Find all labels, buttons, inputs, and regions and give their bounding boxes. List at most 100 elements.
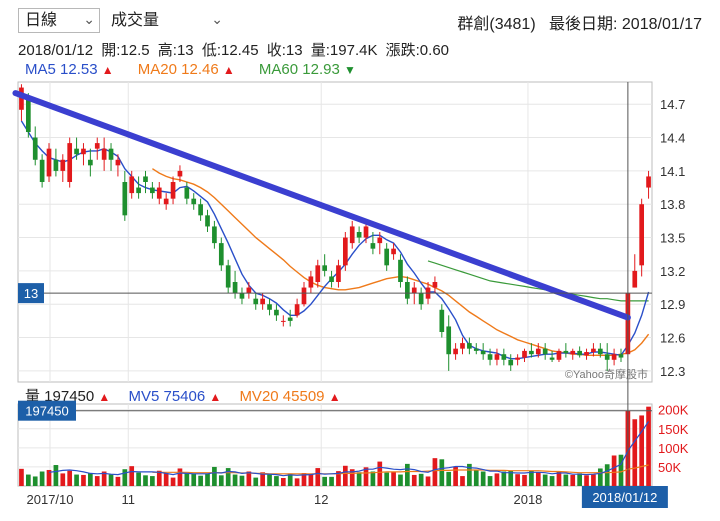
- price-tick-label: 13.2: [660, 264, 685, 279]
- volume-bar: [267, 474, 272, 486]
- candle-body: [549, 357, 555, 360]
- volume-tick-label: 100K: [658, 441, 689, 456]
- mv5-label: MV5 75406: [128, 388, 206, 405]
- candle-body: [253, 298, 259, 305]
- arrow-up-icon: ▲: [328, 390, 341, 404]
- candle-body: [529, 350, 534, 355]
- candle-body: [398, 259, 403, 282]
- volume-bar: [411, 474, 417, 486]
- price-tick-label: 13.5: [660, 231, 685, 246]
- candle-body: [25, 98, 31, 132]
- volume-bar: [535, 472, 541, 486]
- candle-body: [88, 159, 93, 166]
- crosshair-date-label: 2018/01/12: [592, 490, 657, 505]
- candle-body: [563, 350, 569, 354]
- candle-body: [446, 326, 452, 355]
- candle-body: [280, 320, 286, 322]
- candle-body: [570, 350, 576, 355]
- volume-bar: [446, 471, 452, 486]
- crosshair-volume-label: 197450: [25, 404, 68, 419]
- watermark: ©Yahoo奇摩股市: [565, 367, 648, 381]
- ohlc-date: 2018/01/12: [18, 42, 94, 59]
- volume-bar: [405, 463, 410, 486]
- candle-body: [467, 343, 472, 349]
- volume-bar: [156, 470, 162, 486]
- candle-body: [315, 265, 321, 282]
- ma5-label: MA5 12.53: [25, 61, 98, 78]
- candle-body: [170, 182, 176, 199]
- volume-bar: [501, 471, 507, 486]
- volume-bar: [487, 476, 493, 486]
- ma60-line: [427, 260, 649, 302]
- arrow-up-icon: ▲: [101, 63, 114, 77]
- candle-body: [639, 204, 645, 266]
- candle-body: [508, 359, 514, 366]
- volume-bar: [163, 473, 169, 486]
- candle-body: [81, 148, 86, 155]
- volume-bar: [522, 474, 527, 486]
- candle-body: [294, 304, 300, 316]
- volume-bar: [377, 461, 383, 486]
- volume-bar: [212, 466, 217, 486]
- candle-body: [212, 226, 217, 244]
- candle-body: [101, 148, 107, 160]
- volume-bar: [32, 476, 38, 486]
- candle-body: [267, 304, 272, 310]
- mv20-line: [152, 464, 649, 475]
- candle-body: [198, 204, 203, 216]
- candle-body: [405, 282, 410, 299]
- volume-bar: [473, 469, 479, 486]
- volume-bar: [218, 475, 224, 486]
- candle-body: [39, 159, 45, 182]
- volume-bar: [150, 476, 155, 486]
- volume-bar: [425, 476, 431, 486]
- stock-name: 群創(3481): [457, 16, 536, 33]
- volume-bar: [556, 471, 562, 486]
- volume-bar: [260, 472, 265, 486]
- volume-bar: [253, 477, 259, 486]
- candle-body: [60, 159, 66, 171]
- volume-bar: [67, 470, 73, 486]
- period-select[interactable]: 日線 ⌄: [18, 8, 100, 33]
- volume-bar: [287, 473, 293, 486]
- mv5-legend: MV5 75406 ▲: [128, 388, 221, 405]
- ohlc-readout: 2018/01/12 開:12.5 高:13 低:12.45 收:13 量:19…: [18, 39, 453, 60]
- candle-body: [618, 354, 624, 358]
- candle-body: [356, 232, 362, 238]
- volume-bar: [391, 472, 396, 486]
- arrow-up-icon: ▲: [98, 390, 111, 404]
- crosshair-date-tag: [581, 486, 668, 508]
- volume-bar: [129, 466, 135, 486]
- candle-body: [384, 248, 390, 266]
- volume-bar: [19, 468, 24, 486]
- candle-body: [370, 243, 376, 249]
- candle-body: [143, 176, 148, 182]
- candle-body: [646, 176, 651, 188]
- volume-bar: [342, 465, 348, 486]
- candle-body: [487, 354, 493, 360]
- volume-bar: [384, 472, 390, 486]
- ohlc-close: 收:13: [266, 42, 303, 59]
- volume-bar: [349, 469, 355, 486]
- ohlc-high: 高:13: [157, 42, 194, 59]
- arrow-up-icon: ▲: [209, 390, 222, 404]
- candle-body: [494, 354, 500, 360]
- volume-bar: [432, 458, 438, 486]
- candle-body: [239, 293, 245, 299]
- volume-bar: [136, 472, 141, 486]
- ohlc-change: 漲跌:0.60: [385, 42, 450, 59]
- volume-bar: [191, 473, 197, 486]
- volume-bar: [198, 475, 203, 486]
- volume-bar: [239, 475, 245, 486]
- date-tick-label: 2018: [513, 492, 542, 507]
- candle-body: [19, 87, 24, 110]
- volume-bar: [398, 474, 403, 486]
- candle-body: [342, 237, 348, 266]
- volume-bar: [225, 468, 231, 486]
- price-tick-label: 14.1: [660, 164, 685, 179]
- candle-body: [473, 348, 479, 351]
- candle-body: [218, 243, 224, 266]
- indicator-select[interactable]: 成交量 ⌄: [104, 8, 228, 33]
- volume-bar: [329, 476, 334, 486]
